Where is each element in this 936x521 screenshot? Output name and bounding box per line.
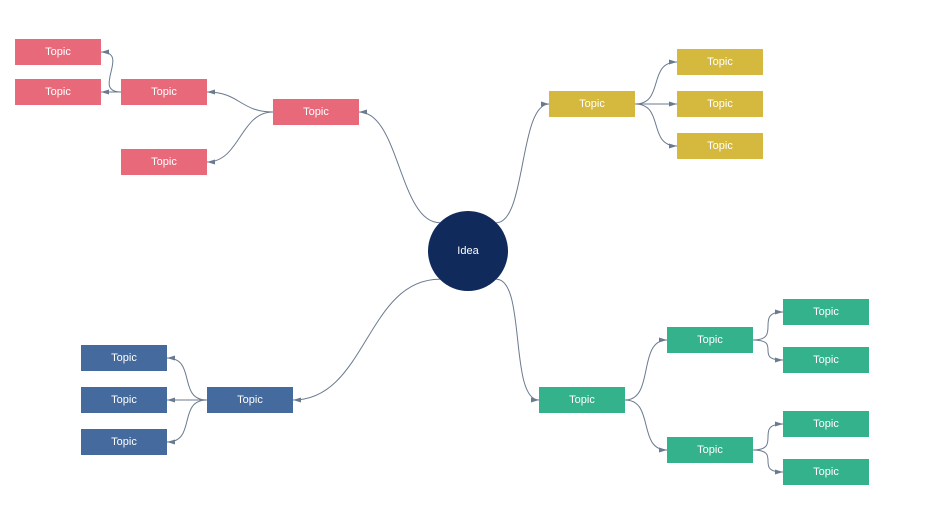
topic-node[interactable]: Topic [783, 347, 869, 373]
edge [753, 340, 783, 360]
edge [635, 104, 677, 146]
topic-node[interactable]: Topic [121, 79, 207, 105]
topic-node[interactable]: Topic [783, 459, 869, 485]
edge [293, 279, 440, 400]
center-node-label: Idea [457, 245, 478, 257]
edge [496, 104, 549, 223]
edge [753, 450, 783, 472]
topic-node-label: Topic [707, 56, 733, 68]
edge [167, 358, 207, 400]
topic-node[interactable]: Topic [549, 91, 635, 117]
edge-arrow [207, 160, 215, 165]
edge [207, 112, 273, 162]
edge [101, 52, 121, 92]
edge-arrow [541, 102, 549, 107]
topic-node[interactable]: Topic [677, 133, 763, 159]
topic-node-label: Topic [151, 86, 177, 98]
edge-arrow [101, 50, 109, 55]
edge [625, 400, 667, 450]
topic-node-label: Topic [707, 98, 733, 110]
topic-node[interactable]: Topic [121, 149, 207, 175]
topic-node-label: Topic [111, 352, 137, 364]
topic-node-label: Topic [569, 394, 595, 406]
edge-arrow [207, 90, 215, 95]
topic-node-label: Topic [813, 418, 839, 430]
topic-node[interactable]: Topic [81, 387, 167, 413]
edge-arrow [775, 310, 783, 315]
center-node[interactable]: Idea [428, 211, 508, 291]
topic-node-label: Topic [707, 140, 733, 152]
topic-node-label: Topic [45, 86, 71, 98]
topic-node-label: Topic [111, 436, 137, 448]
topic-node[interactable]: Topic [273, 99, 359, 125]
topic-node[interactable]: Topic [539, 387, 625, 413]
edge-arrow [669, 60, 677, 65]
edge-arrow [669, 144, 677, 149]
edge-arrow [167, 398, 175, 403]
topic-node[interactable]: Topic [783, 299, 869, 325]
edge [635, 62, 677, 104]
topic-node-label: Topic [813, 354, 839, 366]
topic-node-label: Topic [813, 306, 839, 318]
edge-arrow [167, 356, 175, 361]
edge-arrow [167, 440, 175, 445]
mindmap-canvas: Idea Topic Topic Topic Topic Topic Topic Topic T… [0, 0, 936, 521]
edge [753, 424, 783, 450]
edge [625, 340, 667, 400]
edge-arrow [359, 110, 367, 115]
topic-node[interactable]: Topic [207, 387, 293, 413]
topic-node-label: Topic [151, 156, 177, 168]
edge [753, 312, 783, 340]
edge-arrow [775, 470, 783, 475]
topic-node[interactable]: Topic [81, 345, 167, 371]
edge-arrow [659, 448, 667, 453]
edge-arrow [775, 358, 783, 363]
topic-node-label: Topic [579, 98, 605, 110]
edge-arrow [531, 398, 539, 403]
topic-node[interactable]: Topic [667, 437, 753, 463]
topic-node[interactable]: Topic [783, 411, 869, 437]
edge-arrow [659, 338, 667, 343]
edge-arrow [775, 422, 783, 427]
topic-node[interactable]: Topic [15, 79, 101, 105]
topic-node-label: Topic [303, 106, 329, 118]
edge [496, 279, 539, 400]
edge [207, 92, 273, 112]
topic-node-label: Topic [111, 394, 137, 406]
topic-node-label: Topic [813, 466, 839, 478]
edge-arrow [293, 398, 301, 403]
topic-node-label: Topic [45, 46, 71, 58]
topic-node[interactable]: Topic [677, 91, 763, 117]
topic-node[interactable]: Topic [81, 429, 167, 455]
topic-node-label: Topic [237, 394, 263, 406]
topic-node[interactable]: Topic [677, 49, 763, 75]
topic-node[interactable]: Topic [15, 39, 101, 65]
edge-arrow [669, 102, 677, 107]
edge [167, 400, 207, 442]
topic-node[interactable]: Topic [667, 327, 753, 353]
edge [359, 112, 440, 223]
topic-node-label: Topic [697, 334, 723, 346]
edge-arrow [101, 90, 109, 95]
topic-node-label: Topic [697, 444, 723, 456]
